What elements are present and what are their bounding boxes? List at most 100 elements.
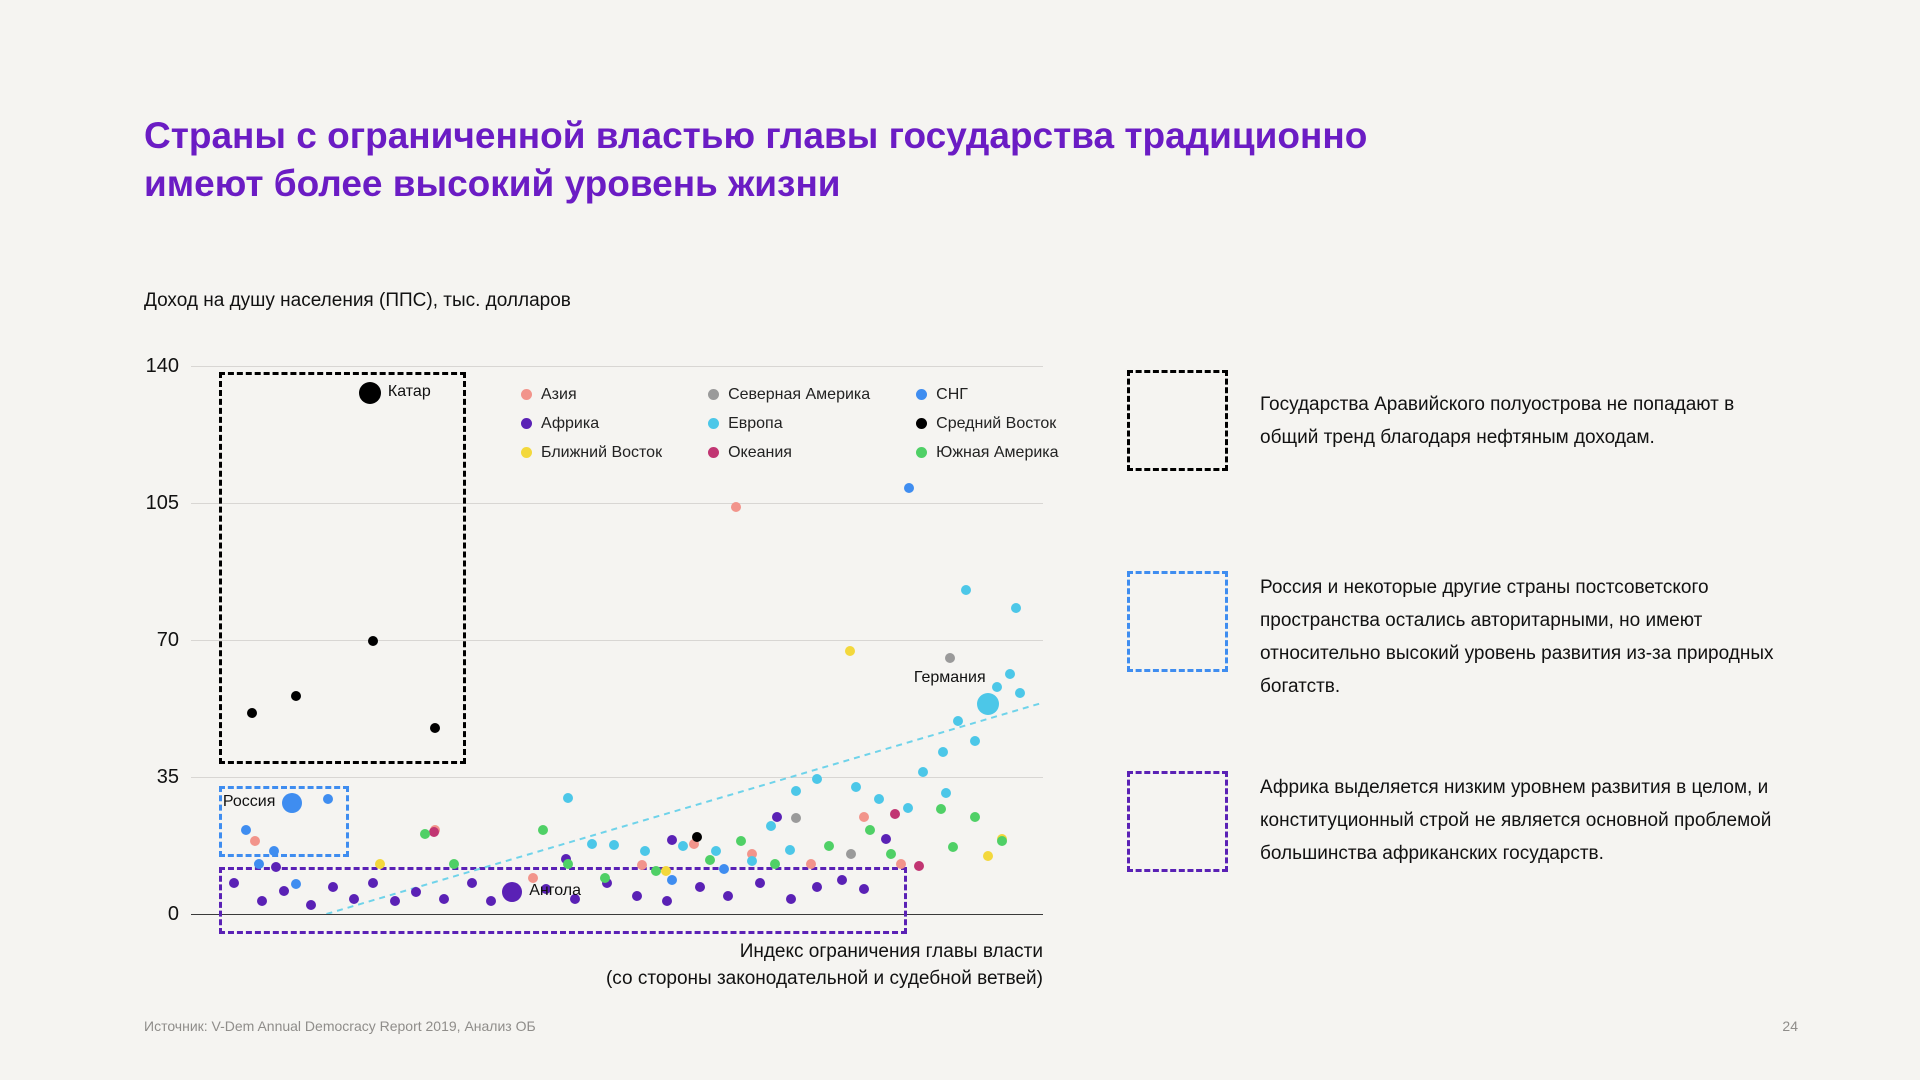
data-point <box>562 793 573 804</box>
point-label-angola: Ангола <box>529 881 581 899</box>
page-title: Страны с ограниченной властью главы госу… <box>144 112 1367 208</box>
legend-item-Ближний Восток: Ближний Восток <box>521 438 662 467</box>
legend-swatch <box>521 447 532 458</box>
data-point <box>790 812 801 823</box>
data-point <box>661 865 672 876</box>
data-point <box>812 774 823 785</box>
data-point <box>268 845 279 856</box>
legend-item-Европа: Европа <box>708 409 870 438</box>
annotation-russia: Россия и некоторые другие страны постсов… <box>1127 571 1795 703</box>
data-point <box>389 896 400 907</box>
arabian-peninsula-box <box>219 372 467 765</box>
x-axis-title-line2: (со стороны законодательной и судебной в… <box>605 968 1043 989</box>
legend-swatch <box>708 447 720 458</box>
data-point <box>328 881 339 892</box>
data-point <box>485 896 496 907</box>
data-point <box>889 809 900 820</box>
data-point <box>587 838 598 849</box>
legend-swatch <box>916 389 928 400</box>
legend-swatch <box>521 418 532 429</box>
legend-item-Азия: Азия <box>521 380 662 409</box>
data-point <box>541 884 552 895</box>
data-point <box>938 747 949 758</box>
data-point <box>537 825 548 836</box>
data-point <box>806 858 817 869</box>
data-point <box>249 836 260 847</box>
legend-label: Южная Америка <box>936 443 1059 461</box>
annotation-africa: Африка выделяется низким уровнем развити… <box>1127 771 1795 872</box>
data-point <box>570 894 581 905</box>
y-tick-label: 105 <box>145 492 179 514</box>
data-point <box>420 828 431 839</box>
gridline <box>191 777 1043 778</box>
data-point <box>323 794 334 805</box>
legend-item-Океания: Океания <box>708 438 870 467</box>
data-point <box>256 896 267 907</box>
data-point <box>846 848 857 859</box>
annotation-box-black <box>1127 370 1228 471</box>
data-point <box>812 881 823 892</box>
data-point <box>662 896 673 907</box>
data-point <box>229 878 240 889</box>
data-point <box>562 858 573 869</box>
data-point <box>636 859 647 870</box>
legend-label: Европа <box>728 414 783 432</box>
data-point <box>651 865 662 876</box>
data-point <box>608 839 619 850</box>
x-axis-line <box>191 914 1043 915</box>
legend-label: Азия <box>541 385 577 403</box>
data-point <box>306 900 317 911</box>
data-point <box>667 874 678 885</box>
data-point <box>766 821 777 832</box>
data-point <box>704 854 715 865</box>
x-axis-title-line1: Индекс ограничения главы власти <box>739 941 1043 962</box>
data-point <box>735 836 746 847</box>
data-point <box>784 844 795 855</box>
data-point <box>467 878 478 889</box>
data-point <box>1014 688 1025 699</box>
page-number: 24 <box>1782 1018 1798 1034</box>
point-label-qatar: Катар <box>387 383 431 401</box>
data-point <box>850 781 861 792</box>
data-point <box>348 894 359 905</box>
legend-swatch <box>708 418 720 429</box>
data-point <box>865 825 876 836</box>
data-point <box>772 811 783 822</box>
data-point <box>429 722 440 733</box>
data-point <box>844 645 855 656</box>
legend-item-Африка: Африка <box>521 409 662 438</box>
data-point <box>439 894 450 905</box>
data-point <box>688 838 699 849</box>
data-point <box>770 858 781 869</box>
page-title-line1: Страны с ограниченной властью главы госу… <box>144 115 1368 156</box>
data-point <box>790 785 801 796</box>
data-point <box>895 858 906 869</box>
y-tick-label: 0 <box>167 903 179 925</box>
annotation-text-russia: Россия и некоторые другие страны постсов… <box>1260 577 1774 697</box>
data-point <box>991 681 1002 692</box>
highlight-point-angola <box>502 881 523 902</box>
data-point <box>859 811 870 822</box>
legend-item-Южная Америка: Южная Америка <box>916 438 1059 467</box>
annotation-box-blue <box>1127 571 1228 672</box>
data-point <box>904 483 915 494</box>
data-point <box>824 841 835 852</box>
data-point <box>886 848 897 859</box>
legend-label: Ближний Восток <box>541 443 663 461</box>
data-point <box>961 584 972 595</box>
data-point <box>247 707 258 718</box>
legend-label: Средний Восток <box>936 414 1057 432</box>
legend-swatch <box>916 418 928 429</box>
data-point <box>935 804 946 815</box>
data-point <box>290 879 301 890</box>
data-point <box>368 878 379 889</box>
trend-line <box>326 701 1043 914</box>
data-point <box>640 845 651 856</box>
annotation-arabian: Государства Аравийского полуострова не п… <box>1127 370 1795 471</box>
data-point <box>410 886 421 897</box>
y-tick-label: 35 <box>156 766 179 788</box>
data-point <box>527 873 538 884</box>
legend-label: Африка <box>541 414 600 432</box>
data-point <box>755 878 766 889</box>
trend-line-svg <box>326 701 1043 914</box>
